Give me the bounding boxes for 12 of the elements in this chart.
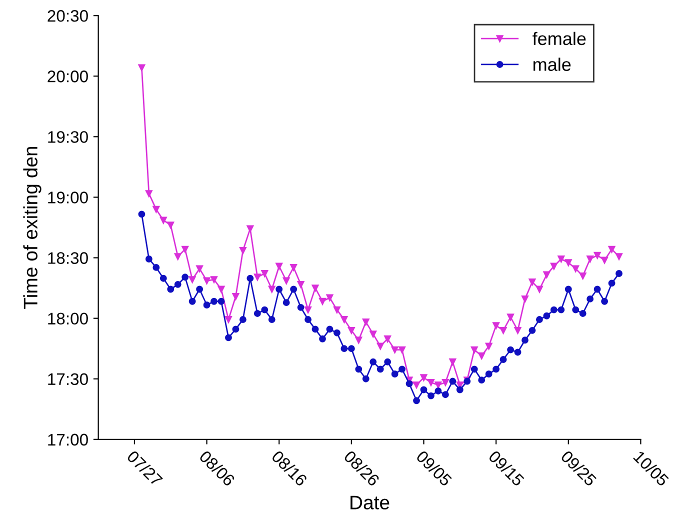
y-axis-title: Time of exiting den [23,146,42,309]
y-tick-label: 17:30 [48,373,88,386]
y-tick-label: 18:00 [48,312,88,325]
y-tick-label: 19:00 [48,192,88,204]
y-tick-label: 20:00 [48,70,88,82]
y-tick-label: 20:30 [48,10,88,22]
legend-label: male [534,58,571,71]
y-tick-label: 17:00 [48,434,88,446]
legend-label: female [532,32,586,46]
y-tick-label: 18:30 [48,252,88,264]
y-tick-label: 19:30 [48,131,88,143]
x-axis-title: Date [350,496,390,510]
